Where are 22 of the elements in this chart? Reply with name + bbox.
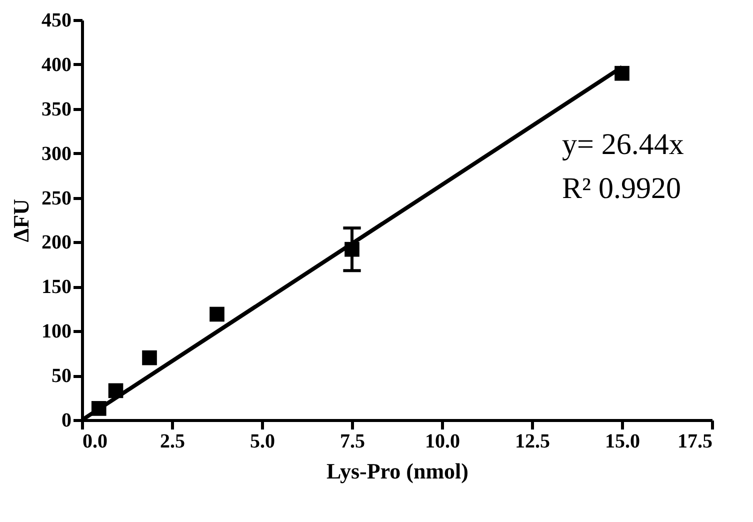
y-tick-label: 350: [42, 98, 72, 120]
x-tick-label: 5.0: [250, 430, 275, 452]
x-tick-label: 15.0: [605, 430, 640, 452]
annotation: R² 0.9920: [562, 172, 682, 205]
y-axis-title: ΔFU: [8, 198, 34, 242]
y-tick-label: 300: [42, 142, 72, 165]
x-axis-title: Lys-Pro (nmol): [326, 458, 468, 484]
x-tick-label: 12.5: [515, 430, 550, 452]
y-tick-label: 100: [42, 320, 72, 343]
y-tick-label: 150: [42, 276, 72, 298]
y-tick-label: 400: [42, 54, 72, 76]
annotation: y= 26.44x: [562, 128, 684, 161]
y-tick-label: 200: [42, 232, 72, 254]
y-tick-label: 450: [42, 10, 72, 32]
x-tick-label: 0.0: [82, 430, 108, 452]
x-tick-label: 10.0: [425, 430, 460, 452]
x-tick-label: 2.5: [160, 430, 185, 452]
y-tick-label: 0: [62, 410, 72, 432]
y-tick-label: 250: [42, 187, 72, 210]
y-tick-label: 50: [52, 365, 72, 388]
x-tick-label: 7.5: [340, 430, 365, 452]
x-tick-label: 17.5: [678, 430, 712, 452]
